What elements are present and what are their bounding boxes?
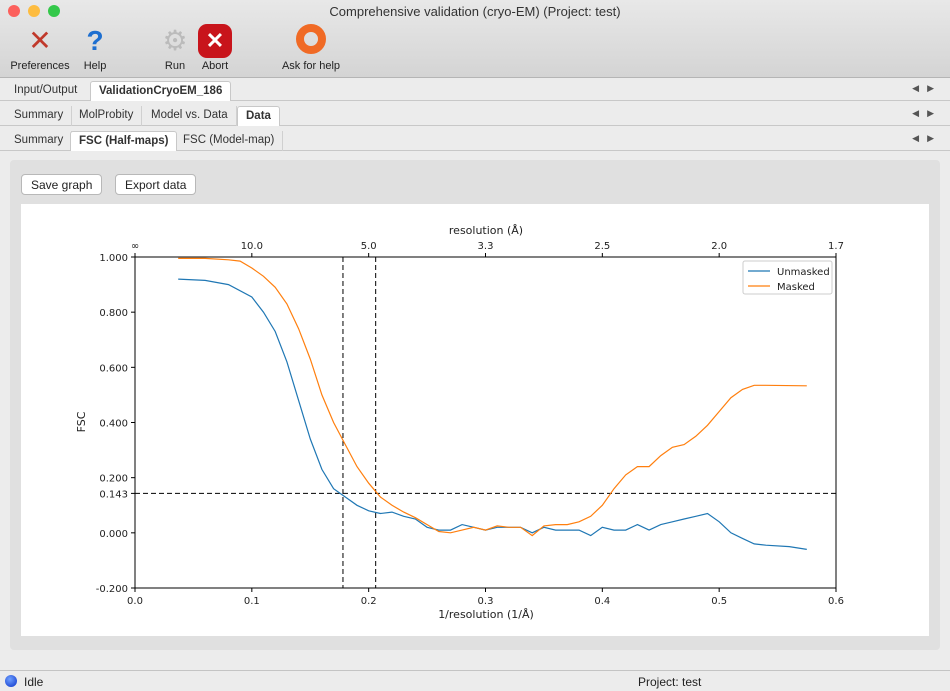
status-bar: Idle Project: test [0,670,950,691]
series-line-masked [178,257,807,537]
tab-input-output[interactable]: Input/Output [14,84,78,96]
abort-button[interactable]: ✕ Abort [197,24,233,72]
lifebuoy-icon [296,24,326,54]
x-tick-label: 0.5 [711,596,727,607]
tab-data-summary[interactable]: Summary [6,131,73,151]
top-x-axis-label: resolution (Å) [449,224,523,237]
top-x-tick-label: ∞ [131,241,139,252]
x-axis-label: 1/resolution (1/Å) [438,608,534,621]
tab-summary[interactable]: Summary [6,106,73,126]
y-tick-label: 0.000 [99,529,128,540]
x-tick-label: 0.2 [361,596,377,607]
threshold-label: 0.143 [99,489,128,500]
close-window-button[interactable] [8,5,20,17]
series-line-unmasked [178,278,807,550]
x-tick-label: 0.6 [828,596,844,607]
help-icon: ? [86,25,104,56]
x-tick-label: 0.1 [244,596,260,607]
tab-model-vs-data[interactable]: Model vs. Data [143,106,237,126]
plot-frame [134,256,837,589]
main-tabs: Input/Output ValidationCryoEM_186 ◀▶ [0,79,950,101]
tab-fsc-half-maps[interactable]: FSC (Half-maps) [70,131,178,151]
preferences-label: Preferences [10,60,70,72]
window-title: Comprehensive validation (cryo-EM) (Proj… [329,4,621,19]
top-x-tick-label: 3.3 [478,241,494,252]
data-tabs: Summary FSC (Half-maps) FSC (Model-map) … [0,129,950,151]
abort-label: Abort [201,60,229,72]
run-button[interactable]: ⚙ Run [158,24,192,72]
abort-icon: ✕ [198,24,232,58]
ask-for-help-button[interactable]: Ask for help [278,24,344,72]
x-tick-label: 0.3 [478,596,494,607]
export-data-button[interactable]: Export data [115,174,197,195]
project-label: Project: test [638,675,702,689]
result-tabs: Summary MolProbity Model vs. Data Data ◀… [0,104,950,126]
help-label: Help [83,60,107,72]
y-tick-label: 0.800 [99,308,128,319]
gear-icon: ⚙ [162,25,188,56]
top-x-tick-label: 10.0 [241,241,263,252]
top-x-tick-label: 2.0 [711,241,727,252]
tab-data[interactable]: Data [237,106,280,126]
preferences-button[interactable]: ✕ Preferences [8,24,72,72]
fsc-chart: resolution (Å) 1/resolution (1/Å) FSC 0.… [21,204,929,636]
tools-icon: ✕ [28,25,52,56]
tab-scroll-arrows[interactable]: ◀▶ [912,83,942,93]
tab-molprobity[interactable]: MolProbity [71,106,143,126]
y-tick-label: 0.400 [99,419,128,430]
window-titlebar: Comprehensive validation (cryo-EM) (Proj… [0,0,950,78]
minimize-window-button[interactable] [28,5,40,17]
y-axis-label: FSC [75,411,88,432]
tab-scroll-arrows[interactable]: ◀▶ [912,108,942,118]
tab-scroll-arrows[interactable]: ◀▶ [912,133,942,143]
tab-validationcryoem[interactable]: ValidationCryoEM_186 [90,81,232,101]
x-tick-label: 0.0 [127,596,143,607]
ask-for-help-label: Ask for help [281,60,341,72]
top-x-tick-label: 2.5 [594,241,610,252]
fsc-plot: resolution (Å) 1/resolution (1/Å) FSC 0.… [75,224,844,621]
tab-fsc-model-map[interactable]: FSC (Model-map) [175,131,284,151]
y-tick-label: -0.200 [96,584,128,595]
x-tick-label: 0.4 [594,596,610,607]
legend-label: Masked [777,282,815,293]
y-tick-label: 0.600 [99,363,128,374]
top-x-tick-label: 5.0 [361,241,377,252]
status-indicator-icon [5,675,17,687]
y-tick-label: 0.200 [99,474,128,485]
run-label: Run [164,60,186,72]
zoom-window-button[interactable] [48,5,60,17]
help-button[interactable]: ? Help [78,24,112,72]
y-tick-label: 1.000 [99,253,128,264]
save-graph-button[interactable]: Save graph [21,174,103,195]
status-text: Idle [24,675,44,689]
legend-label: Unmasked [777,267,830,278]
top-x-tick-label: 1.7 [828,241,844,252]
